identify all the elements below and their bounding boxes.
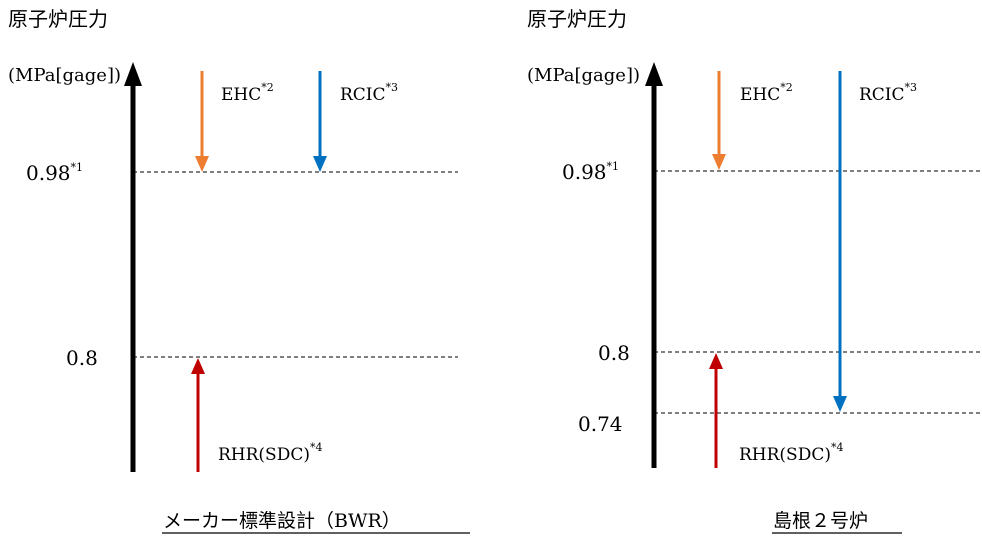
rcic-arrow-head: [833, 396, 847, 412]
pressure-axis-arrowhead: [645, 62, 663, 86]
unit-label: (MPa[gage]): [8, 65, 121, 86]
panel-title: 原子炉圧力: [527, 7, 627, 31]
tick-label-0.98: 0.98*1: [562, 160, 619, 184]
ehc-arrow-head: [195, 156, 209, 172]
rcic-arrow-head: [313, 156, 327, 172]
panel-title: 原子炉圧力: [8, 7, 108, 31]
rhr-label: RHR(SDC)*4: [218, 441, 322, 465]
pressure-axis-arrowhead: [124, 62, 142, 86]
ehc-arrow-head: [712, 154, 726, 170]
tick-label-0.8: 0.8: [598, 341, 630, 365]
unit-label: (MPa[gage]): [527, 65, 640, 86]
tick-label-0.74: 0.74: [578, 412, 623, 436]
ehc-label: EHC*2: [740, 81, 793, 105]
rcic-label: RCIC*3: [859, 81, 917, 105]
panel-shimane-2: 原子炉圧力 (MPa[gage]) 0.98*1 0.8 0.74 EHC*2 …: [527, 7, 980, 534]
ehc-label: EHC*2: [221, 81, 274, 105]
tick-label-0.8: 0.8: [66, 346, 98, 370]
rcic-label: RCIC*3: [340, 81, 398, 105]
rhr-arrow-head: [709, 353, 723, 369]
rhr-label: RHR(SDC)*4: [739, 441, 843, 465]
caption: 島根２号炉: [773, 510, 868, 532]
panel-standard-bwr: 原子炉圧力 (MPa[gage]) 0.98*1 0.8 EHC*2 RCIC*…: [8, 7, 470, 534]
tick-label-0.98: 0.98*1: [26, 161, 83, 185]
rhr-arrow-head: [191, 358, 205, 374]
caption: メーカー標準設計（BWR）: [163, 510, 401, 532]
